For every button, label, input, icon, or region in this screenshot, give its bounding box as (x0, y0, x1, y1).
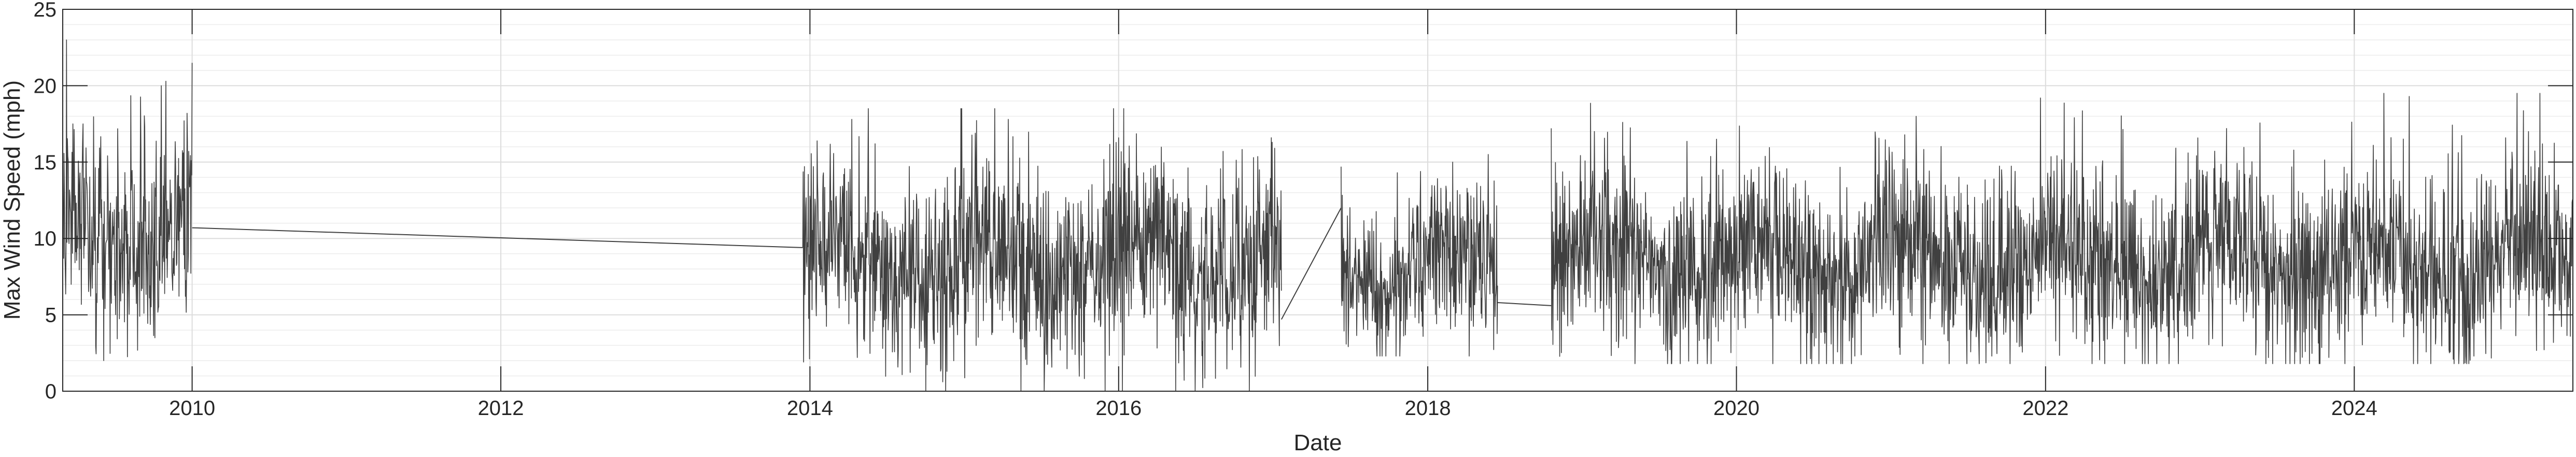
series-line-segment (802, 108, 1282, 392)
series-line-segment (62, 39, 193, 361)
y-tick-label: 10 (34, 227, 57, 250)
series-layer (62, 39, 2573, 392)
x-tick-labels: 2010 2012 2014 2016 2018 2020 2022 2024 (169, 397, 2377, 420)
plot-area (63, 9, 2573, 391)
y-tick-label: 15 (34, 151, 57, 174)
minor-grid (63, 24, 2573, 377)
y-tick-labels: 0 5 10 15 20 25 (34, 0, 57, 403)
plot-frame (62, 9, 2573, 392)
x-axis-label: Date (1294, 430, 1342, 454)
x-tick-label: 2018 (1405, 397, 1451, 420)
tick-marks (63, 9, 2573, 392)
y-tick-label: 25 (34, 0, 57, 21)
series-line-segment (1551, 93, 2573, 364)
y-axis-label: Max Wind Speed (mph) (0, 80, 25, 320)
series-gap-line (192, 227, 803, 248)
y-tick-label: 5 (45, 304, 57, 327)
x-tick-label: 2022 (2022, 397, 2068, 420)
y-tick-label: 0 (45, 380, 57, 403)
series-gap-line (1280, 207, 1342, 320)
x-tick-label: 2020 (1713, 397, 1759, 420)
x-tick-label: 2012 (478, 397, 524, 420)
series-line-segment (1341, 154, 1498, 357)
x-tick-label: 2016 (1095, 397, 1142, 420)
series-gap-line (1497, 302, 1552, 306)
x-tick-label: 2010 (169, 397, 215, 420)
y-tick-label: 20 (34, 75, 57, 97)
x-tick-label: 2024 (2331, 397, 2377, 420)
x-tick-label: 2014 (787, 397, 833, 420)
